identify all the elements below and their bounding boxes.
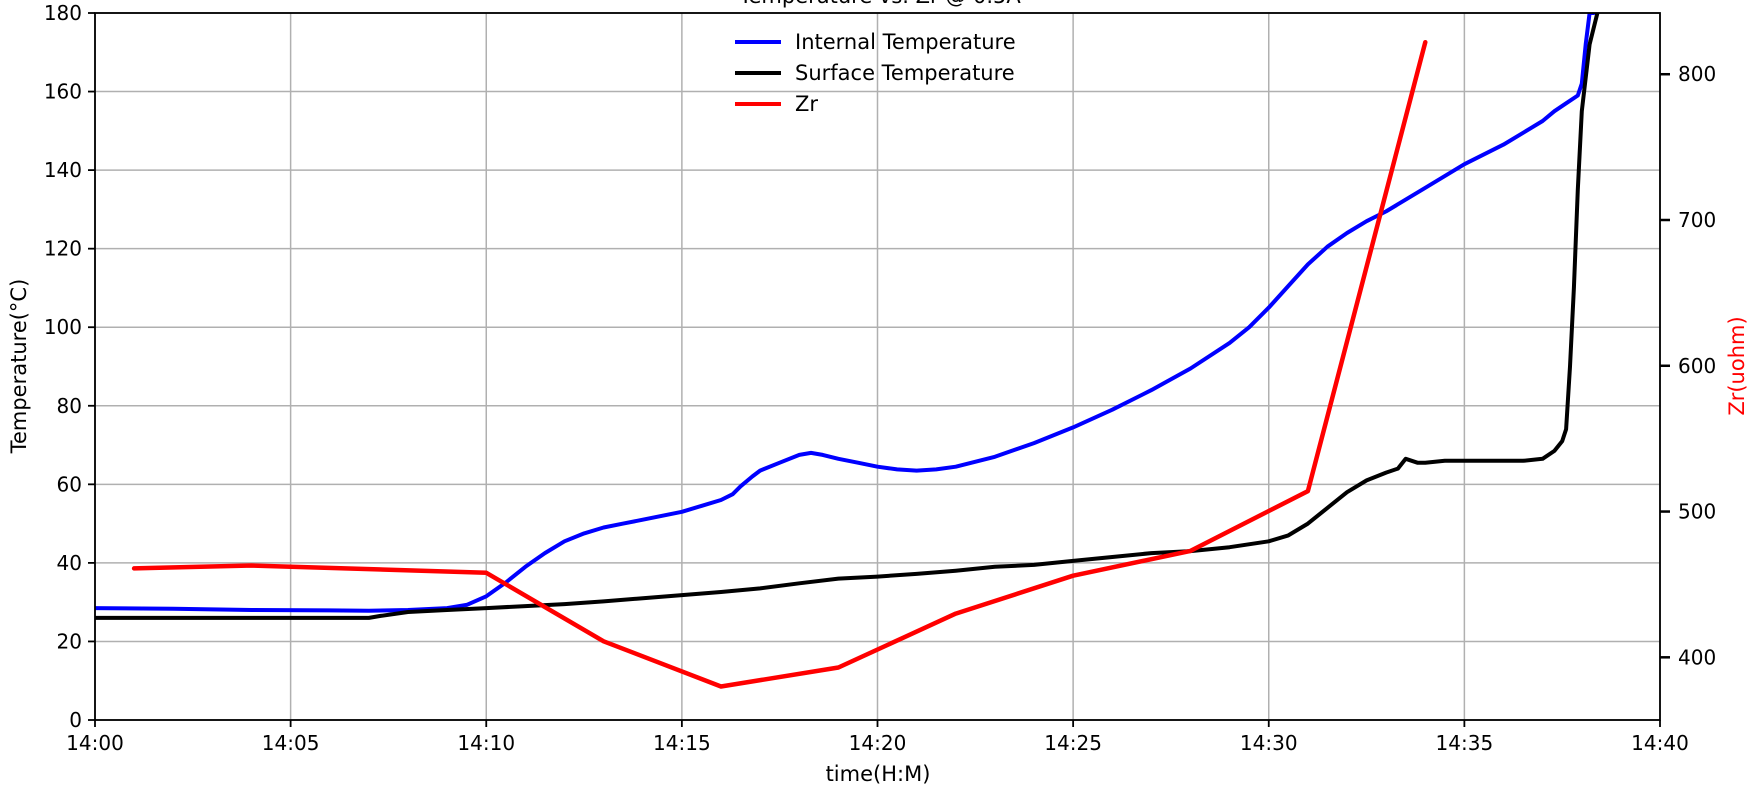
y-tick-label: 20 [57,629,82,653]
y2-axis-title: Zr(uohm) [1725,316,1749,415]
x-tick-label: 14:05 [262,731,320,755]
x-tick-label: 14:00 [66,731,124,755]
y2-tick-label: 400 [1678,645,1716,669]
y-tick-label: 60 [57,472,82,496]
y-tick-label: 140 [44,158,82,182]
y2-tick-label: 600 [1678,354,1716,378]
chart-title: Temperature vs. Zr @ 0.5A [738,0,1021,8]
series-lines [95,13,1600,689]
y-tick-label: 180 [44,1,82,25]
y2-tick-label: 700 [1678,208,1716,232]
plot-frame [94,12,1661,721]
zr-line [131,39,1428,689]
y-tick-label: 120 [44,237,82,261]
x-tick-label: 14:30 [1240,731,1298,755]
y-tick-label: 80 [57,394,82,418]
legend-label-surface-temperature: Surface Temperature [795,61,1015,85]
surface-temperature-line [95,13,1600,620]
grid [94,12,1661,721]
x-tick-label: 14:15 [653,731,711,755]
x-tick-label: 14:10 [457,731,515,755]
x-tick-label: 14:40 [1631,731,1689,755]
y-tick-label: 0 [69,708,82,732]
legend: Internal Temperature Surface Temperature Z… [735,30,1016,116]
internal-temperature-line [95,13,1596,613]
y-tick-label: 160 [44,80,82,104]
axes: 14:00 14:05 14:10 14:15 14:20 14:25 14:30 14:35… [44,1,1716,755]
x-tick-label: 14:35 [1436,731,1494,755]
x-axis-title: time(H:M) [826,762,931,786]
y2-tick-label: 500 [1678,500,1716,524]
y-axis-title: Temperature(°C) [7,279,31,455]
x-tick-label: 14:25 [1044,731,1102,755]
legend-label-internal-temperature: Internal Temperature [795,30,1016,54]
y2-tick-label: 800 [1678,62,1716,86]
y-tick-label: 100 [44,315,82,339]
x-tick-label: 14:20 [849,731,907,755]
y-tick-label: 40 [57,551,82,575]
legend-label-zr: Zr [795,92,818,116]
